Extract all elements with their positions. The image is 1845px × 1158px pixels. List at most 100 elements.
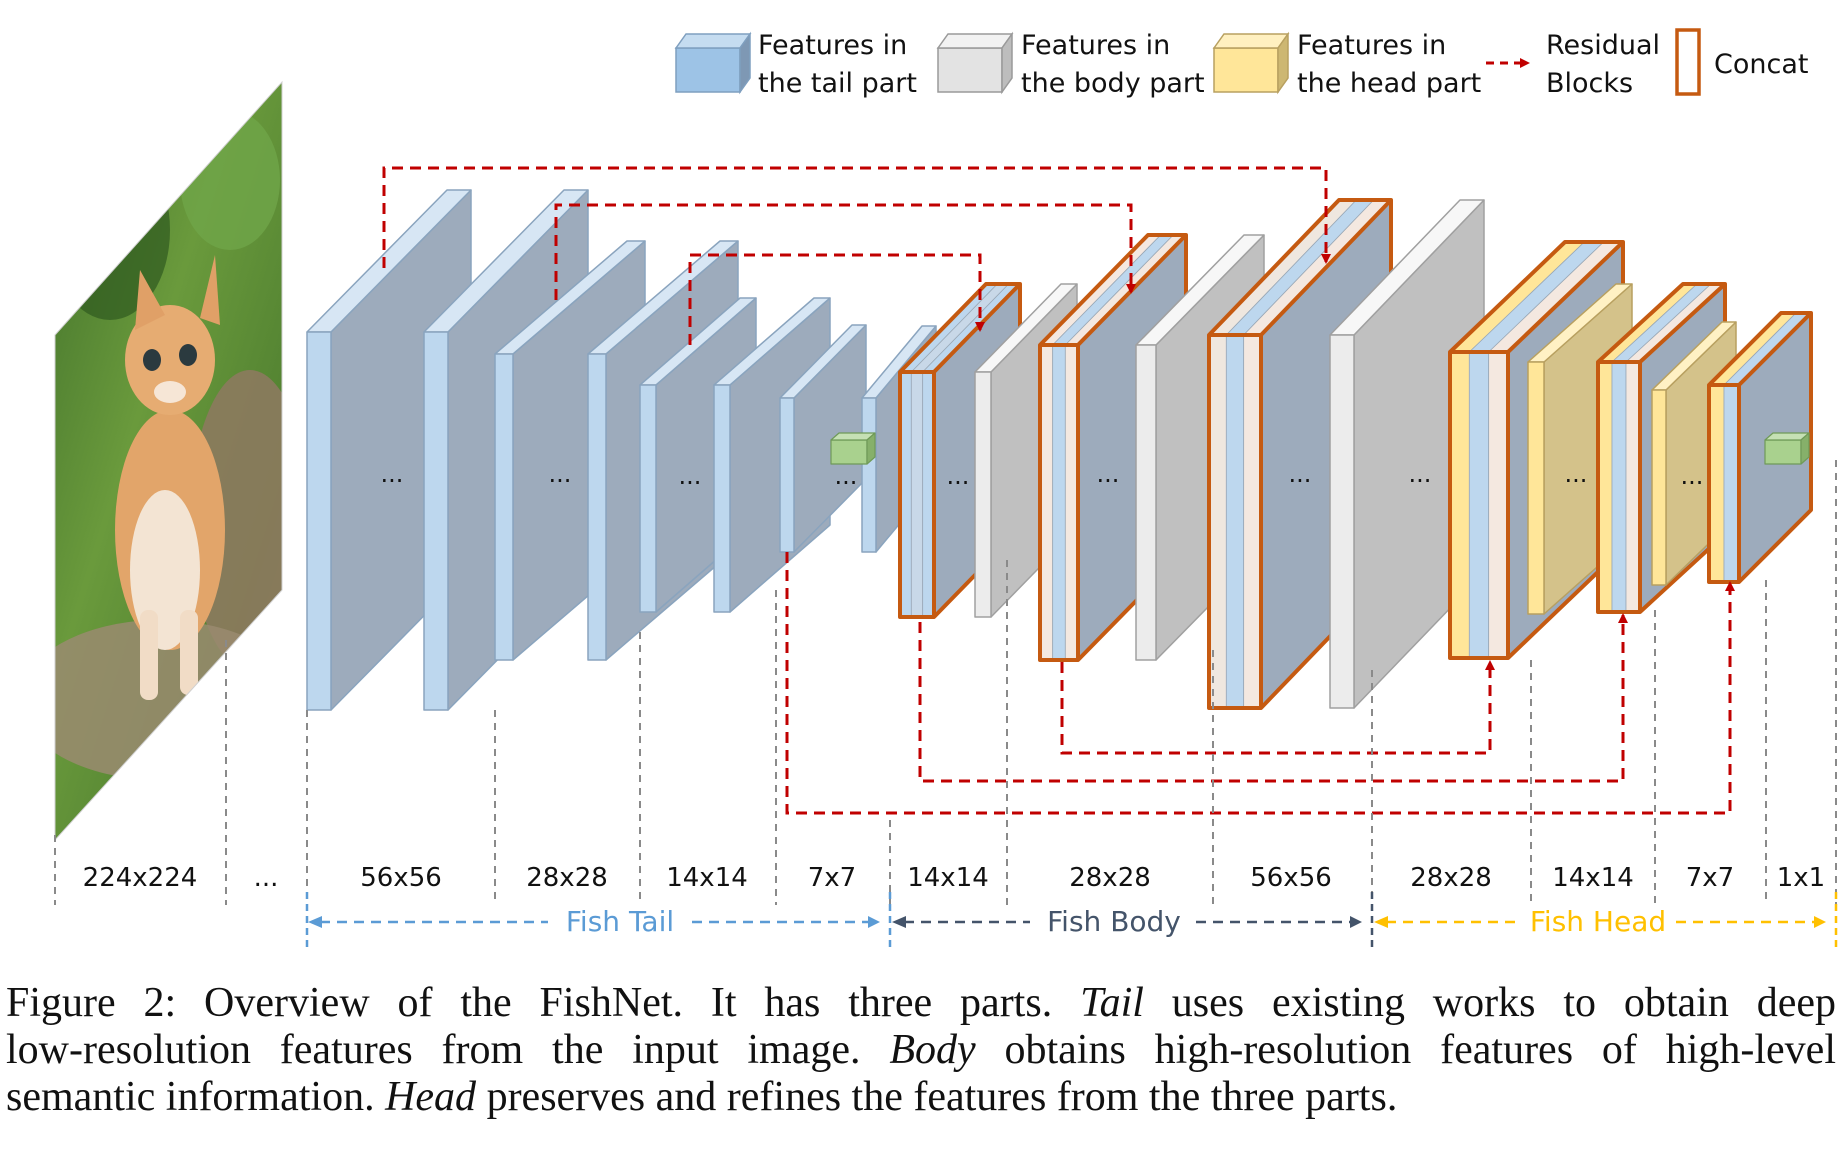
body-concat-14-stripe — [910, 371, 924, 618]
skip-14-tail-to-body — [688, 253, 985, 345]
body-block-28-front — [1135, 344, 1157, 661]
head-concat-7 — [1707, 311, 1813, 584]
legend-tail-line2: the tail part — [758, 68, 917, 99]
tail-block-7b-front — [861, 397, 877, 553]
head-concat-28-stripe — [1488, 351, 1509, 659]
head-concat-7-stripe — [1708, 384, 1725, 583]
tail-block-56b-front — [423, 331, 449, 711]
legend-head-cube — [1212, 31, 1290, 95]
body-concat-28-stripe — [1052, 344, 1066, 661]
part-ranges: Fish Tail Fish Body Fish Head — [305, 892, 1838, 952]
residual-connections — [382, 166, 1735, 815]
fish-head-range: Fish Head — [1374, 905, 1826, 938]
head-concat-7-stripe — [1723, 384, 1740, 583]
skip-7-tail-to-head — [785, 552, 1735, 815]
caption-tail-term: Tail — [1080, 980, 1144, 1026]
head-concat-7-concat-outline — [1707, 311, 1813, 584]
tail-block-14a-front — [639, 384, 657, 613]
legend-head-line1: Features in — [1297, 30, 1446, 61]
head-output-cube-side — [1800, 432, 1810, 465]
ellipsis-tail-28: ... — [549, 460, 572, 488]
res-224: 224x224 — [83, 863, 198, 893]
fish-head-label: Fish Head — [1530, 905, 1666, 938]
ellipsis-body-56b: ... — [1409, 460, 1432, 488]
tail-block-7a — [779, 324, 867, 553]
skip-56-tail-to-body — [382, 166, 1331, 268]
legend-head-line2: the head part — [1297, 68, 1481, 99]
legend-tail-cube — [674, 31, 752, 95]
ellipsis-tail-14: ... — [679, 462, 702, 490]
res-dots: ... — [254, 863, 279, 893]
body-concat-56-stripe — [1208, 334, 1227, 709]
fish-body-range: Fish Body — [892, 905, 1362, 938]
res-tail-56: 56x56 — [360, 863, 442, 893]
tail-output-cube-side — [866, 432, 876, 465]
caption-body-term: Body — [889, 1027, 976, 1073]
body-concat-56-stripe — [1225, 334, 1245, 709]
skip-14-body-to-head — [918, 613, 1628, 783]
ellipsis-tail-56: ... — [381, 460, 404, 488]
tail-output-cube-front — [830, 439, 868, 465]
skip-28-body-to-head — [1060, 660, 1495, 755]
res-head-1: 1x1 — [1777, 863, 1825, 893]
fish-tail-range: Fish Tail — [308, 905, 880, 938]
ellipsis-body-28: ... — [1097, 460, 1120, 488]
res-head-7: 7x7 — [1686, 863, 1734, 893]
fishnet-diagram: Features in the tail part Features in th… — [54, 28, 1838, 952]
fish-tail-label: Fish Tail — [566, 905, 674, 938]
caption-line1-suffix: uses existing works to obtain deep — [1143, 980, 1836, 1026]
block-ellipses: ... ... ... ... ... ... ... ... ... ... — [381, 460, 1704, 490]
skip-28-tail-to-body — [554, 203, 1136, 300]
tail-block-14b-front — [713, 384, 731, 613]
ellipsis-head-28: ... — [1565, 460, 1588, 488]
caption-line3-suffix: preserves and refines the features from … — [476, 1074, 1398, 1120]
legend-residual-line1: Residual — [1546, 30, 1660, 61]
caption-line2-prefix: low-resolution features from the input i… — [6, 1027, 890, 1073]
legend-body-line2: the body part — [1021, 68, 1205, 99]
legend-concat-box — [1675, 28, 1701, 96]
body-block-14-front — [974, 371, 992, 618]
caption-line2-suffix: obtains high-resolution features of high… — [975, 1027, 1836, 1073]
legend-residual-line2: Blocks — [1546, 68, 1633, 99]
caption-line-2: low-resolution features from the input i… — [6, 1027, 1836, 1074]
res-tail-7: 7x7 — [808, 863, 856, 893]
caption-line-1: Figure 2: Overview of the FishNet. It ha… — [6, 980, 1836, 1027]
head-concat-14-stripe — [1611, 361, 1627, 613]
body-block-56-front — [1329, 334, 1355, 709]
legend-concat-label: Concat — [1714, 49, 1808, 80]
tail-output-cube — [830, 432, 876, 465]
res-head-28: 28x28 — [1410, 863, 1492, 893]
tail-block-28a-front — [494, 353, 514, 661]
tail-block-28b-front — [587, 353, 607, 661]
res-body-14: 14x14 — [907, 863, 989, 893]
fish-body-label: Fish Body — [1047, 905, 1181, 938]
legend: Features in the tail part Features in th… — [674, 28, 1808, 99]
ellipsis-tail-7: ... — [835, 462, 858, 490]
head-output-cube — [1764, 432, 1810, 465]
figure-caption: Figure 2: Overview of the FishNet. It ha… — [6, 980, 1836, 1121]
legend-body-cube — [936, 31, 1014, 95]
tail-block-7a-front — [779, 397, 795, 553]
ellipsis-head-14: ... — [1681, 462, 1704, 490]
res-tail-28: 28x28 — [526, 863, 608, 893]
head-concat-14-stripe — [1597, 361, 1613, 613]
body-concat-56-stripe — [1243, 334, 1262, 709]
head-output-cube-front — [1764, 439, 1802, 465]
head-block-14-front — [1651, 389, 1667, 586]
ellipsis-body-14: ... — [947, 462, 970, 490]
legend-tail-line1: Features in — [758, 30, 907, 61]
tail-block-56a-front — [306, 331, 332, 711]
res-tail-14: 14x14 — [666, 863, 748, 893]
res-head-14: 14x14 — [1552, 863, 1634, 893]
head-concat-14-stripe — [1625, 361, 1641, 613]
res-body-28: 28x28 — [1069, 863, 1151, 893]
caption-head-term: Head — [385, 1074, 477, 1120]
head-concat-28-stripe — [1468, 351, 1490, 659]
resolution-labels: 224x224 ... 56x56 28x28 14x14 7x7 14x14 … — [83, 863, 1826, 893]
head-concat-28-stripe — [1449, 351, 1470, 659]
head-block-28-front — [1527, 361, 1545, 615]
legend-body-line1: Features in — [1021, 30, 1170, 61]
res-body-56: 56x56 — [1250, 863, 1332, 893]
dividers — [54, 460, 1837, 905]
caption-line3-prefix: semantic information. — [6, 1074, 386, 1120]
